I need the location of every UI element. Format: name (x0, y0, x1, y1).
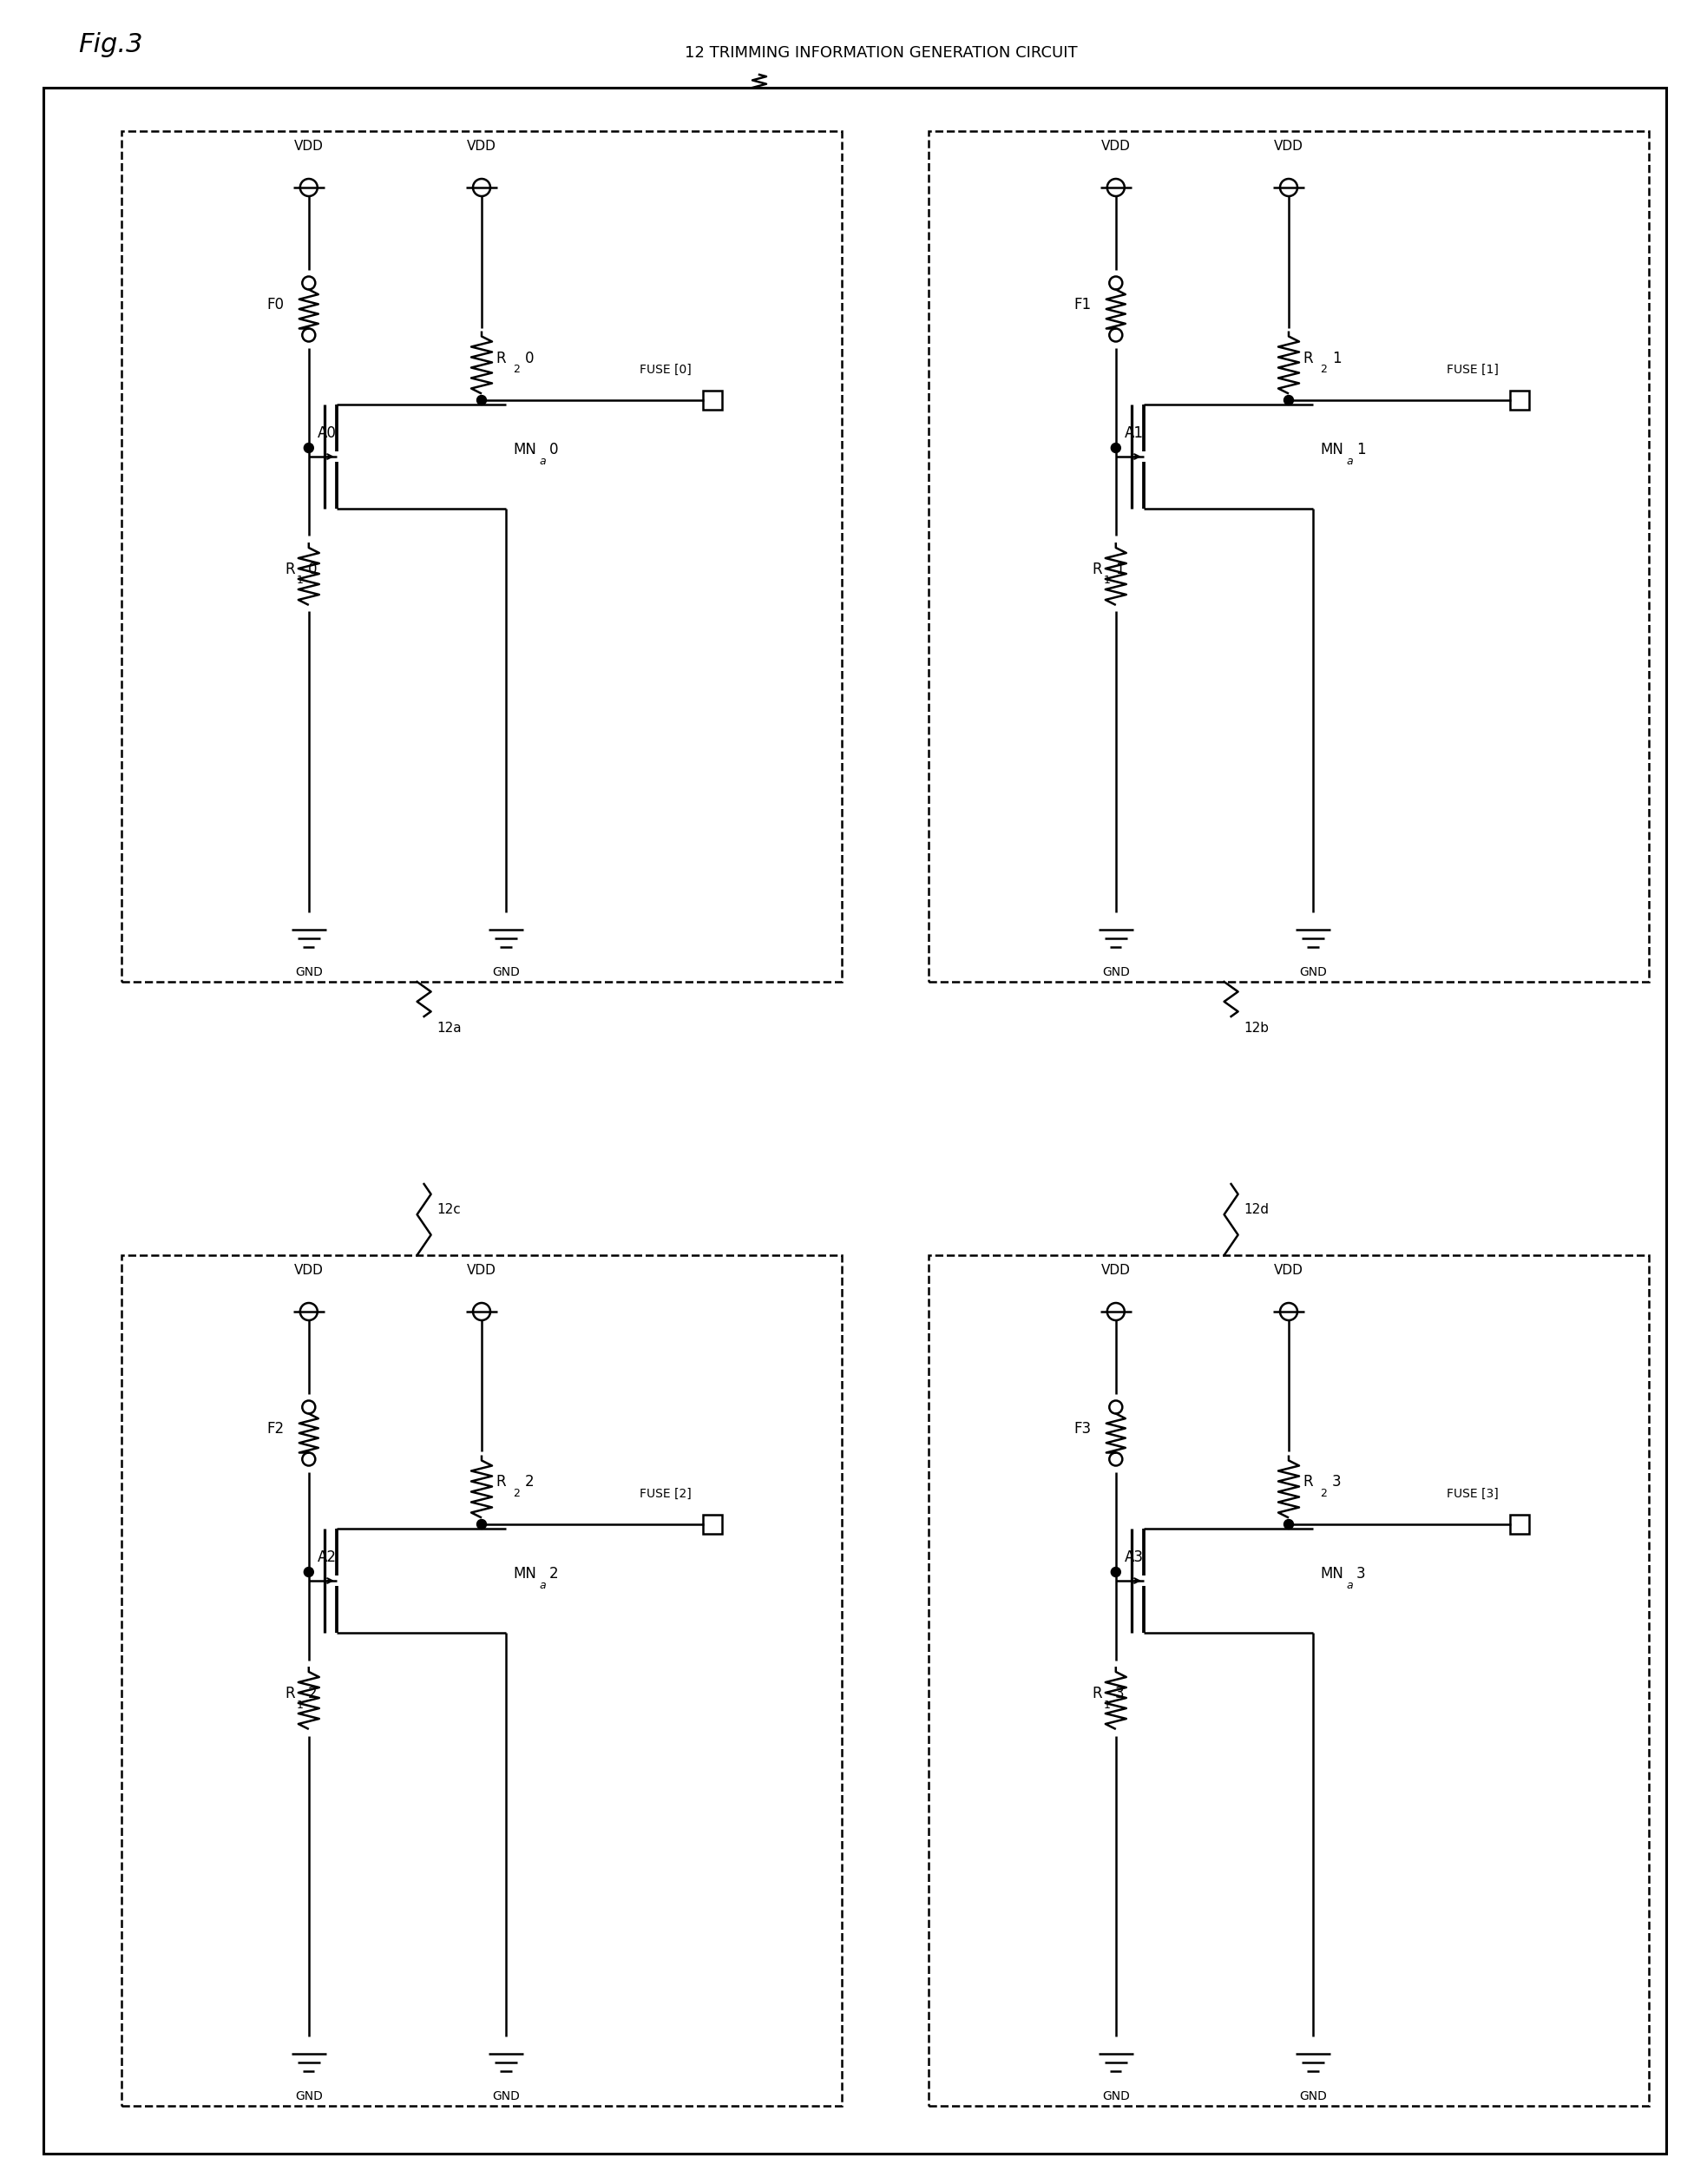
Text: R: R (285, 561, 295, 577)
Text: 12b: 12b (1244, 1022, 1270, 1035)
Bar (703, 1516, 722, 1533)
Text: 0: 0 (526, 349, 534, 367)
Text: FUSE [1]: FUSE [1] (1446, 365, 1499, 376)
Text: 2: 2 (512, 365, 519, 376)
Text: R: R (1302, 349, 1313, 367)
Text: MN: MN (512, 1566, 536, 1581)
Text: a: a (1347, 1581, 1352, 1592)
Circle shape (304, 443, 314, 452)
Text: VDD: VDD (468, 1265, 497, 1278)
Text: 2: 2 (526, 1474, 534, 1489)
Text: A2: A2 (318, 1548, 336, 1566)
Text: a: a (539, 456, 546, 467)
Text: 3: 3 (1331, 1474, 1342, 1489)
Text: GND: GND (1103, 2090, 1130, 2103)
Text: 2: 2 (307, 1686, 318, 1701)
Text: R: R (1092, 1686, 1103, 1701)
Text: VDD: VDD (1101, 1265, 1130, 1278)
Text: 0: 0 (550, 441, 558, 456)
Text: 12d: 12d (1244, 1203, 1270, 1216)
Text: R: R (1302, 1474, 1313, 1489)
Text: R: R (495, 1474, 505, 1489)
Text: VDD: VDD (294, 1265, 323, 1278)
Bar (121, 131, 842, 983)
Text: 1: 1 (297, 1699, 304, 1710)
Text: 0: 0 (307, 561, 318, 577)
Bar (929, 131, 1649, 983)
Text: a: a (1347, 456, 1352, 467)
Text: GND: GND (295, 2090, 323, 2103)
Bar (1509, 391, 1529, 411)
Text: 1: 1 (1357, 441, 1366, 456)
Text: MN: MN (1320, 1566, 1343, 1581)
Text: 1: 1 (1115, 561, 1125, 577)
Circle shape (1284, 395, 1294, 404)
Text: FUSE [2]: FUSE [2] (640, 1487, 691, 1500)
Text: A1: A1 (1125, 426, 1144, 441)
Text: R: R (1092, 561, 1103, 577)
Text: Fig.3: Fig.3 (79, 33, 143, 57)
Text: 12c: 12c (437, 1203, 461, 1216)
Text: 1: 1 (1104, 574, 1111, 585)
Circle shape (1111, 443, 1120, 452)
Bar (1509, 1516, 1529, 1533)
Text: GND: GND (295, 965, 323, 978)
Circle shape (1111, 1568, 1120, 1577)
Text: VDD: VDD (468, 140, 497, 153)
Text: MN: MN (1320, 441, 1343, 456)
Text: 12a: 12a (437, 1022, 463, 1035)
Text: F1: F1 (1074, 297, 1091, 312)
Text: 2: 2 (512, 1487, 519, 1498)
Text: FUSE [3]: FUSE [3] (1446, 1487, 1499, 1500)
Text: R: R (495, 349, 505, 367)
Text: VDD: VDD (1273, 1265, 1304, 1278)
Bar (703, 391, 722, 411)
Text: 12 TRIMMING INFORMATION GENERATION CIRCUIT: 12 TRIMMING INFORMATION GENERATION CIRCU… (685, 46, 1077, 61)
Text: 2: 2 (550, 1566, 558, 1581)
Text: a: a (539, 1581, 546, 1592)
Text: F0: F0 (266, 297, 285, 312)
Text: 3: 3 (1357, 1566, 1366, 1581)
Bar (121, 1256, 842, 2105)
Text: VDD: VDD (1273, 140, 1304, 153)
Text: F2: F2 (266, 1422, 285, 1437)
Text: GND: GND (1103, 965, 1130, 978)
Text: 1: 1 (297, 574, 304, 585)
Text: 3: 3 (1115, 1686, 1125, 1701)
Circle shape (304, 1568, 314, 1577)
Text: GND: GND (492, 965, 519, 978)
Text: 2: 2 (1320, 365, 1326, 376)
Text: MN: MN (512, 441, 536, 456)
Text: R: R (285, 1686, 295, 1701)
Circle shape (476, 395, 486, 404)
Text: VDD: VDD (294, 140, 323, 153)
Text: 1: 1 (1331, 349, 1342, 367)
Text: GND: GND (1299, 2090, 1326, 2103)
Circle shape (1284, 1520, 1294, 1529)
Text: VDD: VDD (1101, 140, 1130, 153)
Text: 1: 1 (1104, 1699, 1111, 1710)
Text: GND: GND (1299, 965, 1326, 978)
Text: A0: A0 (318, 426, 336, 441)
Text: A3: A3 (1125, 1548, 1144, 1566)
Text: GND: GND (492, 2090, 519, 2103)
Text: 2: 2 (1320, 1487, 1326, 1498)
Text: F3: F3 (1074, 1422, 1091, 1437)
Circle shape (476, 1520, 486, 1529)
Text: FUSE [0]: FUSE [0] (640, 365, 691, 376)
Bar (929, 1256, 1649, 2105)
